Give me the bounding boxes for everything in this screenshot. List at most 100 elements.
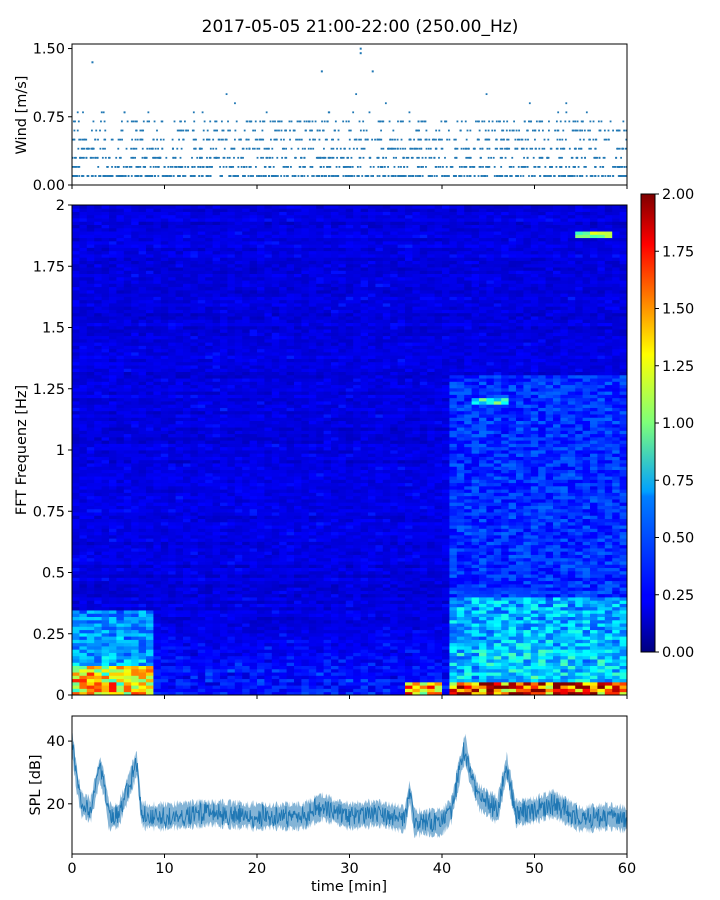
spectrogram-cell (220, 590, 228, 595)
spectrogram-cell (205, 574, 213, 578)
wind-point (182, 175, 184, 177)
spectrogram-cell (101, 681, 110, 686)
spectrogram-cell (175, 593, 184, 598)
wind-point (268, 175, 270, 177)
spectrogram-cell (94, 678, 102, 683)
spectrogram-cell (345, 672, 354, 676)
wind-point (246, 120, 249, 123)
spectrogram-cell (197, 583, 206, 588)
spectrogram-cell (323, 577, 332, 582)
spectrogram-cell (183, 564, 191, 568)
spectrogram-cell (590, 655, 598, 660)
spectrogram-cell (160, 561, 169, 565)
spectrogram-cell (286, 655, 295, 660)
spectrogram-cell (168, 557, 176, 562)
spectrogram-cell (582, 632, 591, 637)
wind-point (598, 156, 601, 159)
spectrogram-cell (109, 548, 117, 552)
wind-point (124, 175, 127, 177)
spectrogram-cell (264, 570, 273, 575)
wind-point (522, 175, 525, 177)
spectrogram-cell (567, 649, 576, 653)
spectrogram-cell (116, 665, 125, 670)
spectrogram-cell (331, 639, 339, 644)
wind-point (175, 166, 178, 168)
wind-point (555, 166, 558, 168)
spectrogram-cell (597, 668, 606, 673)
spectrogram-cell (604, 590, 613, 595)
spectrogram-cell (153, 688, 162, 693)
spectrogram-cell (493, 672, 502, 676)
spectrogram-cell (382, 623, 391, 627)
spectrogram-cell (123, 544, 132, 549)
spectrogram-cell (604, 570, 613, 575)
spectrogram-cell (508, 567, 517, 572)
spectrogram-cell (205, 662, 213, 666)
spectrogram-cell (257, 675, 265, 680)
spectrogram-cell (575, 551, 583, 555)
spectrogram-cell (434, 626, 443, 631)
spectrogram-cell (345, 642, 354, 647)
spectrogram-cell (545, 685, 554, 689)
spectrogram-cell (597, 691, 606, 696)
wind-point (139, 166, 142, 168)
spectrogram-cell (619, 583, 628, 588)
spectrogram-cell (323, 681, 332, 686)
wind-point (176, 147, 179, 150)
wind-point (466, 156, 469, 159)
wind-point (558, 175, 561, 177)
spectrogram-cell (597, 574, 606, 578)
spectrogram-cell (523, 678, 532, 683)
spectrogram-cell (146, 639, 154, 644)
wind-point (583, 129, 586, 132)
wind-point (575, 147, 577, 150)
spectrogram-cell (131, 564, 139, 568)
spectrogram-cell (190, 659, 199, 663)
wind-point (303, 156, 306, 159)
wind-point (240, 156, 243, 159)
wind-point (513, 120, 515, 123)
spectrogram-cell (234, 610, 243, 614)
spectrogram-cell (442, 681, 450, 686)
spectrogram-cell (382, 610, 391, 614)
spectrogram-cell (501, 577, 509, 582)
wind-point (442, 166, 444, 168)
spectrogram-cell (345, 619, 354, 624)
spectrogram-cell (523, 642, 532, 647)
spectrogram-cell (79, 678, 88, 683)
spectrogram-cell (294, 639, 302, 644)
spectrogram-cell (530, 639, 539, 644)
spectrogram-cell (160, 672, 169, 676)
spectrogram-cell (316, 642, 324, 647)
spectrogram-cell (86, 587, 95, 591)
spectrogram-cell (279, 675, 287, 680)
spectrogram-cell (123, 636, 132, 640)
spectrogram-cell (220, 551, 228, 555)
spectrogram-cell (175, 557, 184, 562)
spectrogram-cell (434, 688, 443, 693)
spectrogram-cell (308, 639, 317, 644)
spectrogram-cell (116, 567, 125, 572)
spectrogram-cell (294, 662, 302, 666)
spectrogram-cell (567, 629, 576, 634)
wind-point (368, 111, 371, 114)
spectrogram-cell (508, 606, 517, 611)
spectrogram-cell (530, 691, 539, 696)
spectrogram-cell (190, 570, 199, 575)
wind-point (469, 166, 472, 168)
spectrogram-cell (353, 613, 361, 617)
wind-point (605, 138, 608, 141)
spectrogram-cell (257, 600, 265, 604)
wind-point (130, 156, 133, 159)
spectrogram-cell (516, 646, 524, 650)
spectrogram-cell (486, 652, 495, 657)
spectrogram-cell (575, 606, 583, 611)
wind-point (159, 156, 162, 159)
wind-point (420, 166, 423, 168)
wind-point (307, 147, 310, 150)
wind-point (359, 47, 362, 50)
spectrogram-cell (486, 570, 495, 575)
spectrogram-cell (109, 597, 117, 601)
spectrogram-cell (567, 681, 576, 686)
spectrogram-cell (131, 632, 139, 637)
